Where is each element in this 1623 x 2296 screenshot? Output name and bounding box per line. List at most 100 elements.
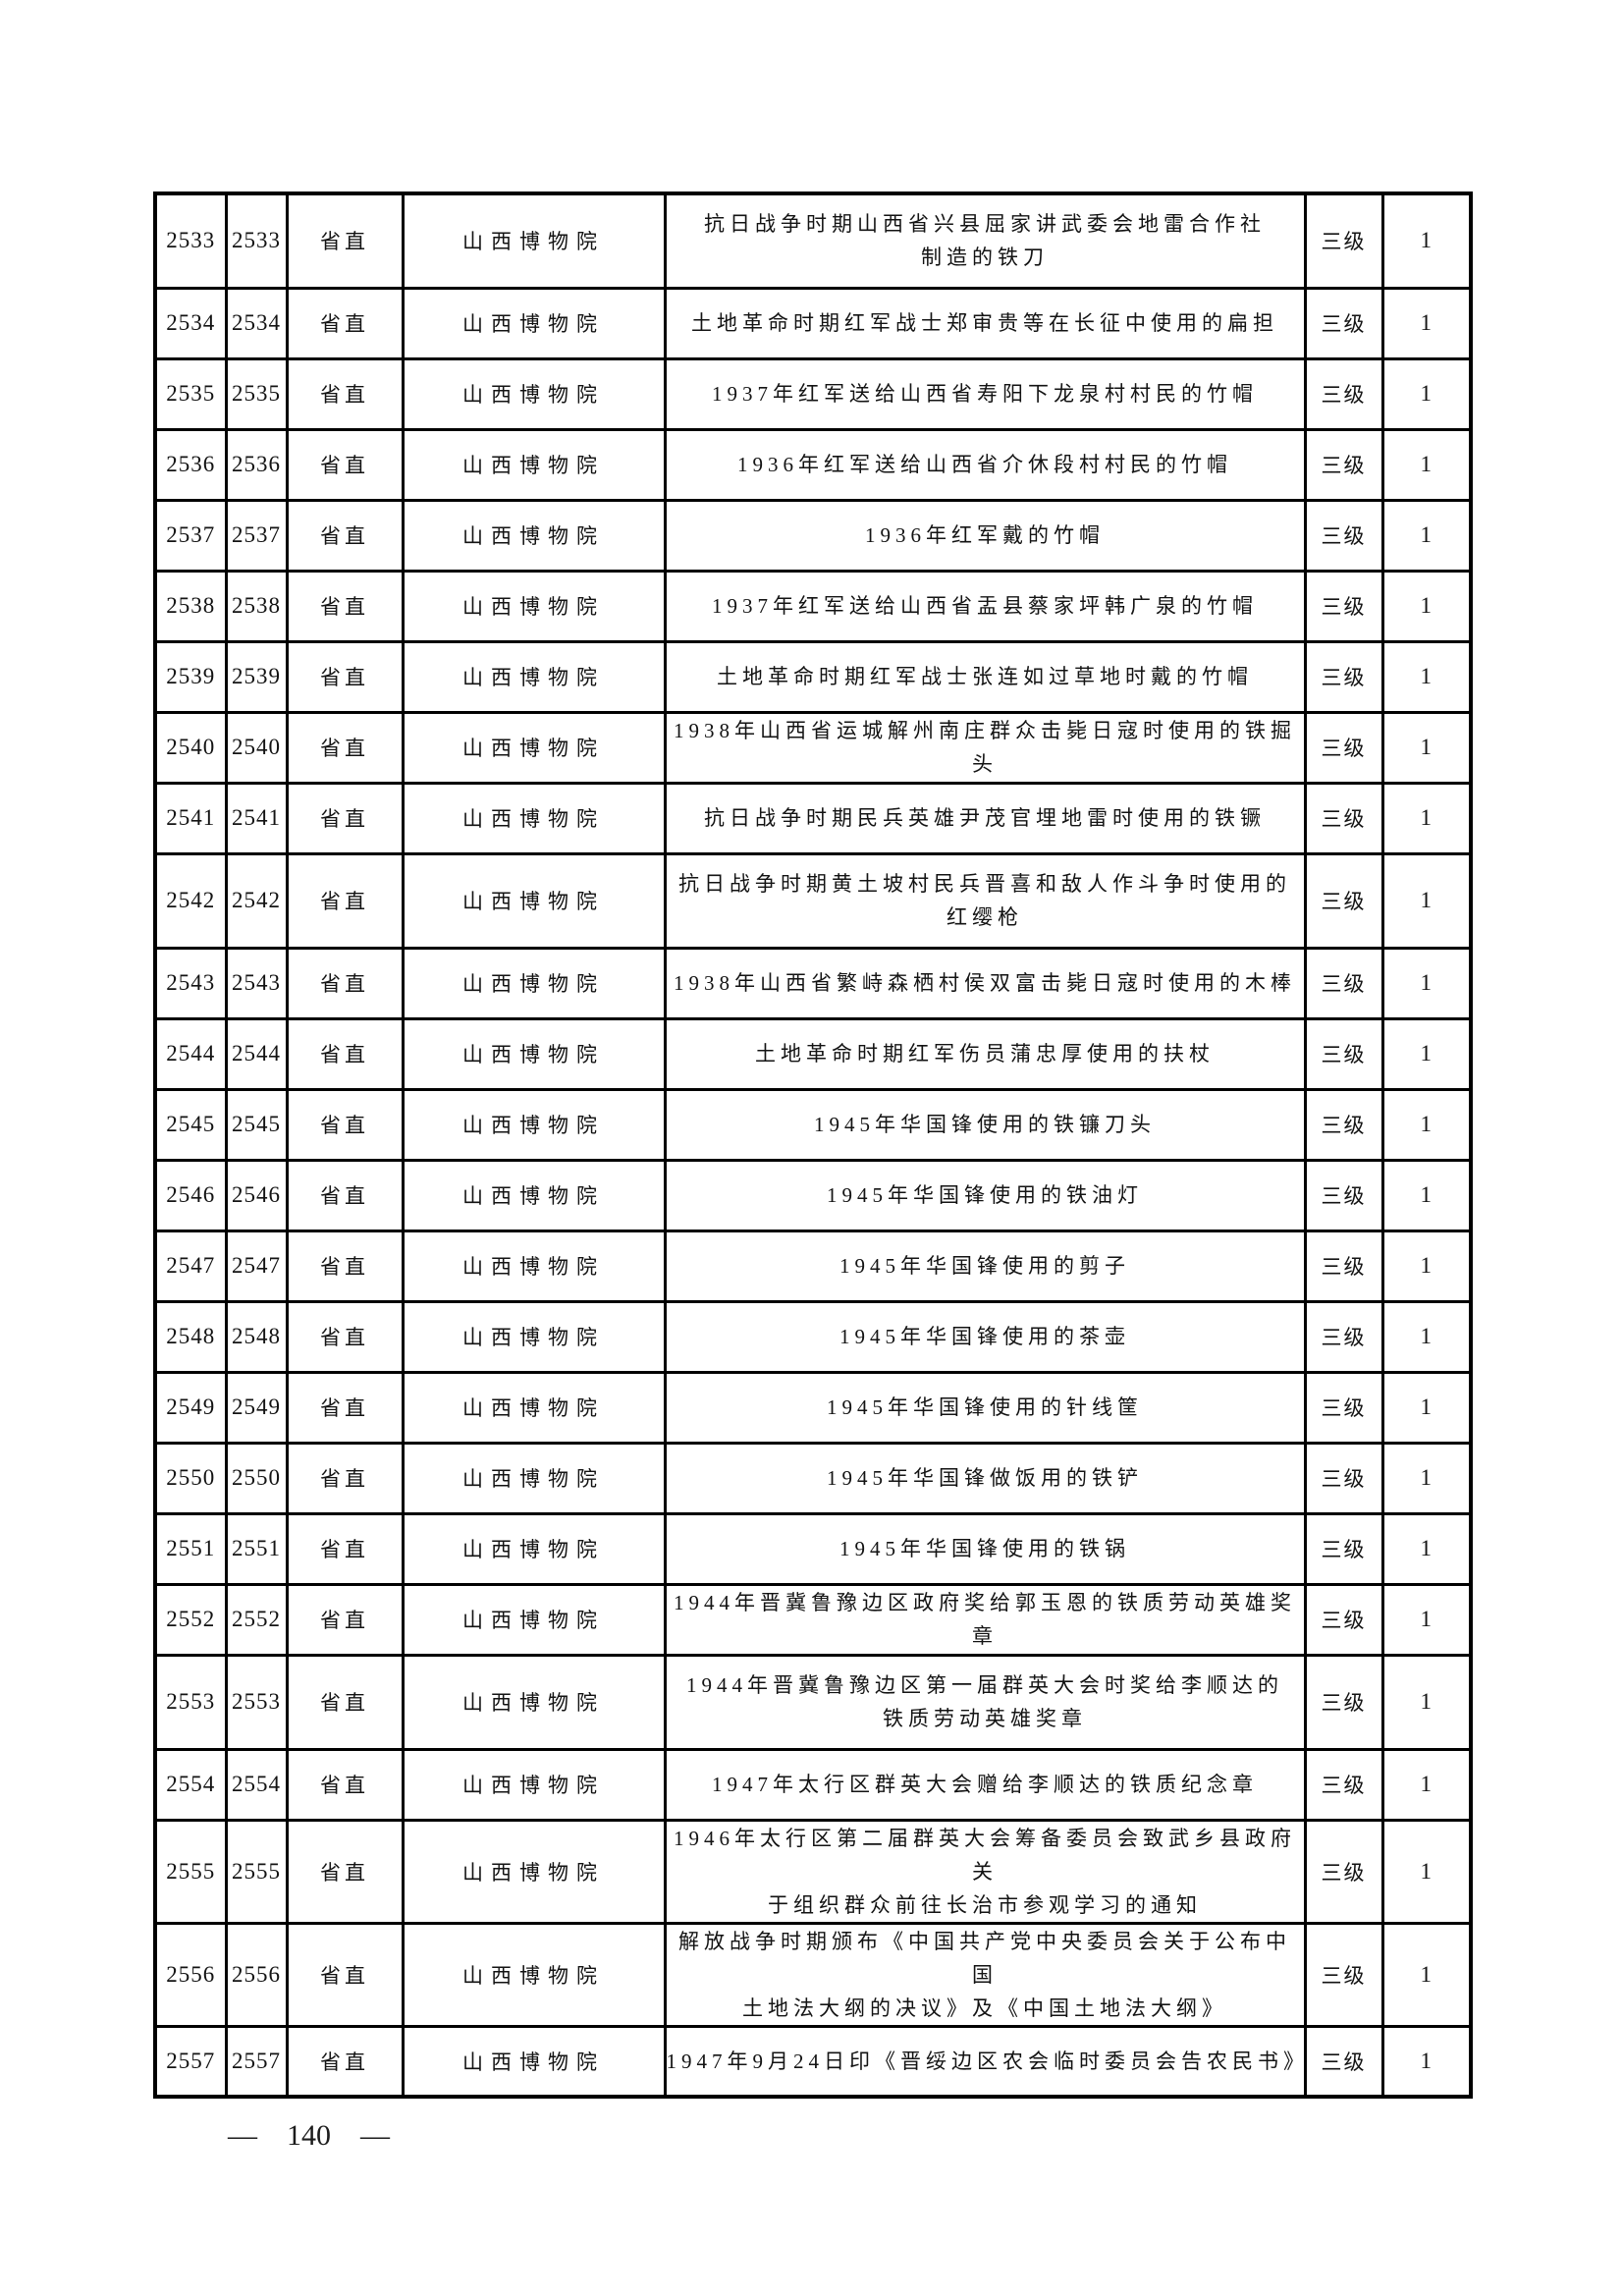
table-row: 2549 2549 省直 山西博物院 1945年华国锋使用的针线筐 三级 1 (153, 1370, 1473, 1445)
cell-museum: 山西博物院 (401, 1370, 667, 1445)
cell-museum: 山西博物院 (401, 1653, 667, 1751)
cell-grade: 三级 (1303, 781, 1384, 855)
table-row: 2542 2542 省直 山西博物院 抗日战争时期黄土坡村民兵晋喜和敌人作斗争时使用的 … (153, 851, 1473, 950)
cell-artifact-name: 1938年山西省繁峙森栖村侯双富击毙日寇时使用的木棒 (663, 946, 1307, 1020)
cell-grade: 三级 (1303, 427, 1384, 502)
cell-grade: 三级 (1303, 710, 1384, 785)
cell-grade: 三级 (1303, 1747, 1384, 1822)
cell-seq-secondary: 2542 (224, 851, 289, 950)
cell-seq-primary: 2537 (153, 498, 228, 573)
table-row: 2539 2539 省直 山西博物院 土地革命时期红军战士张连如过草地时戴的竹帽 三级 1 (153, 639, 1473, 714)
table-row: 2548 2548 省直 山西博物院 1945年华国锋使用的茶壶 三级 1 (153, 1299, 1473, 1374)
page-number: 140 (287, 2119, 331, 2152)
cell-count: 1 (1380, 1299, 1473, 1374)
cell-seq-primary: 2552 (153, 1582, 228, 1657)
cell-artifact-name: 土地革命时期红军战士张连如过草地时戴的竹帽 (663, 639, 1307, 714)
cell-artifact-name: 1945年华国锋使用的铁锅 (663, 1511, 1307, 1586)
cell-seq-secondary: 2554 (224, 1747, 289, 1822)
cell-artifact-name: 1945年华国锋使用的茶壶 (663, 1299, 1307, 1374)
cell-seq-primary: 2545 (153, 1087, 228, 1162)
cell-seq-secondary: 2538 (224, 569, 289, 643)
cell-seq-primary: 2557 (153, 2024, 228, 2099)
cell-seq-secondary: 2535 (224, 356, 289, 431)
cell-artifact-name: 1936年红军送给山西省介休段村村民的竹帽 (663, 427, 1307, 502)
cell-seq-secondary: 2547 (224, 1229, 289, 1303)
cell-museum: 山西博物院 (401, 569, 667, 643)
cell-seq-secondary: 2552 (224, 1582, 289, 1657)
cell-count: 1 (1380, 1582, 1473, 1657)
cell-seq-primary: 2547 (153, 1229, 228, 1303)
cell-seq-secondary: 2551 (224, 1511, 289, 1586)
cell-count: 1 (1380, 710, 1473, 785)
cell-region: 省直 (285, 569, 405, 643)
cell-museum: 山西博物院 (401, 1441, 667, 1515)
table-row: 2551 2551 省直 山西博物院 1945年华国锋使用的铁锅 三级 1 (153, 1511, 1473, 1586)
cell-count: 1 (1380, 1747, 1473, 1822)
cell-region: 省直 (285, 427, 405, 502)
table-row: 2544 2544 省直 山西博物院 土地革命时期红军伤员蒲忠厚使用的扶杖 三级 1 (153, 1016, 1473, 1091)
cell-artifact-name: 1937年红军送给山西省盂县蔡家坪韩广泉的竹帽 (663, 569, 1307, 643)
cell-seq-primary: 2536 (153, 427, 228, 502)
cell-grade: 三级 (1303, 286, 1384, 360)
cell-seq-secondary: 2537 (224, 498, 289, 573)
cell-museum: 山西博物院 (401, 639, 667, 714)
cell-region: 省直 (285, 1087, 405, 1162)
cell-artifact-name: 1947年太行区群英大会赠给李顺达的铁质纪念章 (663, 1747, 1307, 1822)
cell-grade: 三级 (1303, 851, 1384, 950)
cell-grade: 三级 (1303, 1653, 1384, 1751)
cell-count: 1 (1380, 1921, 1473, 2028)
cell-grade: 三级 (1303, 191, 1384, 290)
cell-seq-primary: 2556 (153, 1921, 228, 2028)
cell-seq-primary: 2546 (153, 1158, 228, 1232)
cell-count: 1 (1380, 639, 1473, 714)
footer-right-dash: — (360, 2119, 390, 2152)
cell-region: 省直 (285, 851, 405, 950)
cell-count: 1 (1380, 1087, 1473, 1162)
cell-museum: 山西博物院 (401, 286, 667, 360)
cell-seq-primary: 2555 (153, 1818, 228, 1925)
table-row: 2538 2538 省直 山西博物院 1937年红军送给山西省盂县蔡家坪韩广泉的竹帽 三级… (153, 569, 1473, 643)
cell-seq-secondary: 2541 (224, 781, 289, 855)
cell-region: 省直 (285, 286, 405, 360)
cell-museum: 山西博物院 (401, 1087, 667, 1162)
table-row: 2543 2543 省直 山西博物院 1938年山西省繁峙森栖村侯双富击毙日寇时使用的木… (153, 946, 1473, 1020)
cell-artifact-name: 1947年9月24日印《晋绥边区农会临时委员会告农民书》 (663, 2024, 1307, 2099)
page-footer: — 140 — (228, 2119, 390, 2153)
cell-seq-secondary: 2540 (224, 710, 289, 785)
cell-museum: 山西博物院 (401, 710, 667, 785)
cell-region: 省直 (285, 1653, 405, 1751)
cell-region: 省直 (285, 356, 405, 431)
cell-artifact-name: 解放战争时期颁布《中国共产党中央委员会关于公布中国 土地法大纲的决议》及《中国土… (663, 1921, 1307, 2028)
cell-seq-primary: 2541 (153, 781, 228, 855)
table-row: 2545 2545 省直 山西博物院 1945年华国锋使用的铁镰刀头 三级 1 (153, 1087, 1473, 1162)
cell-seq-primary: 2534 (153, 286, 228, 360)
cell-museum: 山西博物院 (401, 1921, 667, 2028)
cell-artifact-name: 1946年太行区第二届群英大会筹备委员会致武乡县政府关 于组织群众前往长治市参观… (663, 1818, 1307, 1925)
cell-museum: 山西博物院 (401, 2024, 667, 2099)
cell-seq-secondary: 2555 (224, 1818, 289, 1925)
cell-grade: 三级 (1303, 946, 1384, 1020)
cell-seq-secondary: 2544 (224, 1016, 289, 1091)
cell-count: 1 (1380, 1818, 1473, 1925)
cell-seq-primary: 2533 (153, 191, 228, 290)
cell-region: 省直 (285, 1016, 405, 1091)
cell-count: 1 (1380, 286, 1473, 360)
cell-seq-primary: 2554 (153, 1747, 228, 1822)
cell-seq-primary: 2543 (153, 946, 228, 1020)
cell-seq-primary: 2539 (153, 639, 228, 714)
cell-artifact-name: 1945年华国锋使用的针线筐 (663, 1370, 1307, 1445)
cell-seq-secondary: 2548 (224, 1299, 289, 1374)
cell-seq-primary: 2551 (153, 1511, 228, 1586)
cell-grade: 三级 (1303, 1229, 1384, 1303)
cell-region: 省直 (285, 1229, 405, 1303)
cell-region: 省直 (285, 781, 405, 855)
table-row: 2555 2555 省直 山西博物院 1946年太行区第二届群英大会筹备委员会致武乡县政… (153, 1818, 1473, 1925)
footer-left-dash: — (228, 2119, 257, 2152)
cell-region: 省直 (285, 1299, 405, 1374)
cell-artifact-name: 土地革命时期红军战士郑审贵等在长征中使用的扁担 (663, 286, 1307, 360)
cell-seq-primary: 2535 (153, 356, 228, 431)
cell-grade: 三级 (1303, 1158, 1384, 1232)
cell-region: 省直 (285, 1582, 405, 1657)
cell-seq-secondary: 2545 (224, 1087, 289, 1162)
